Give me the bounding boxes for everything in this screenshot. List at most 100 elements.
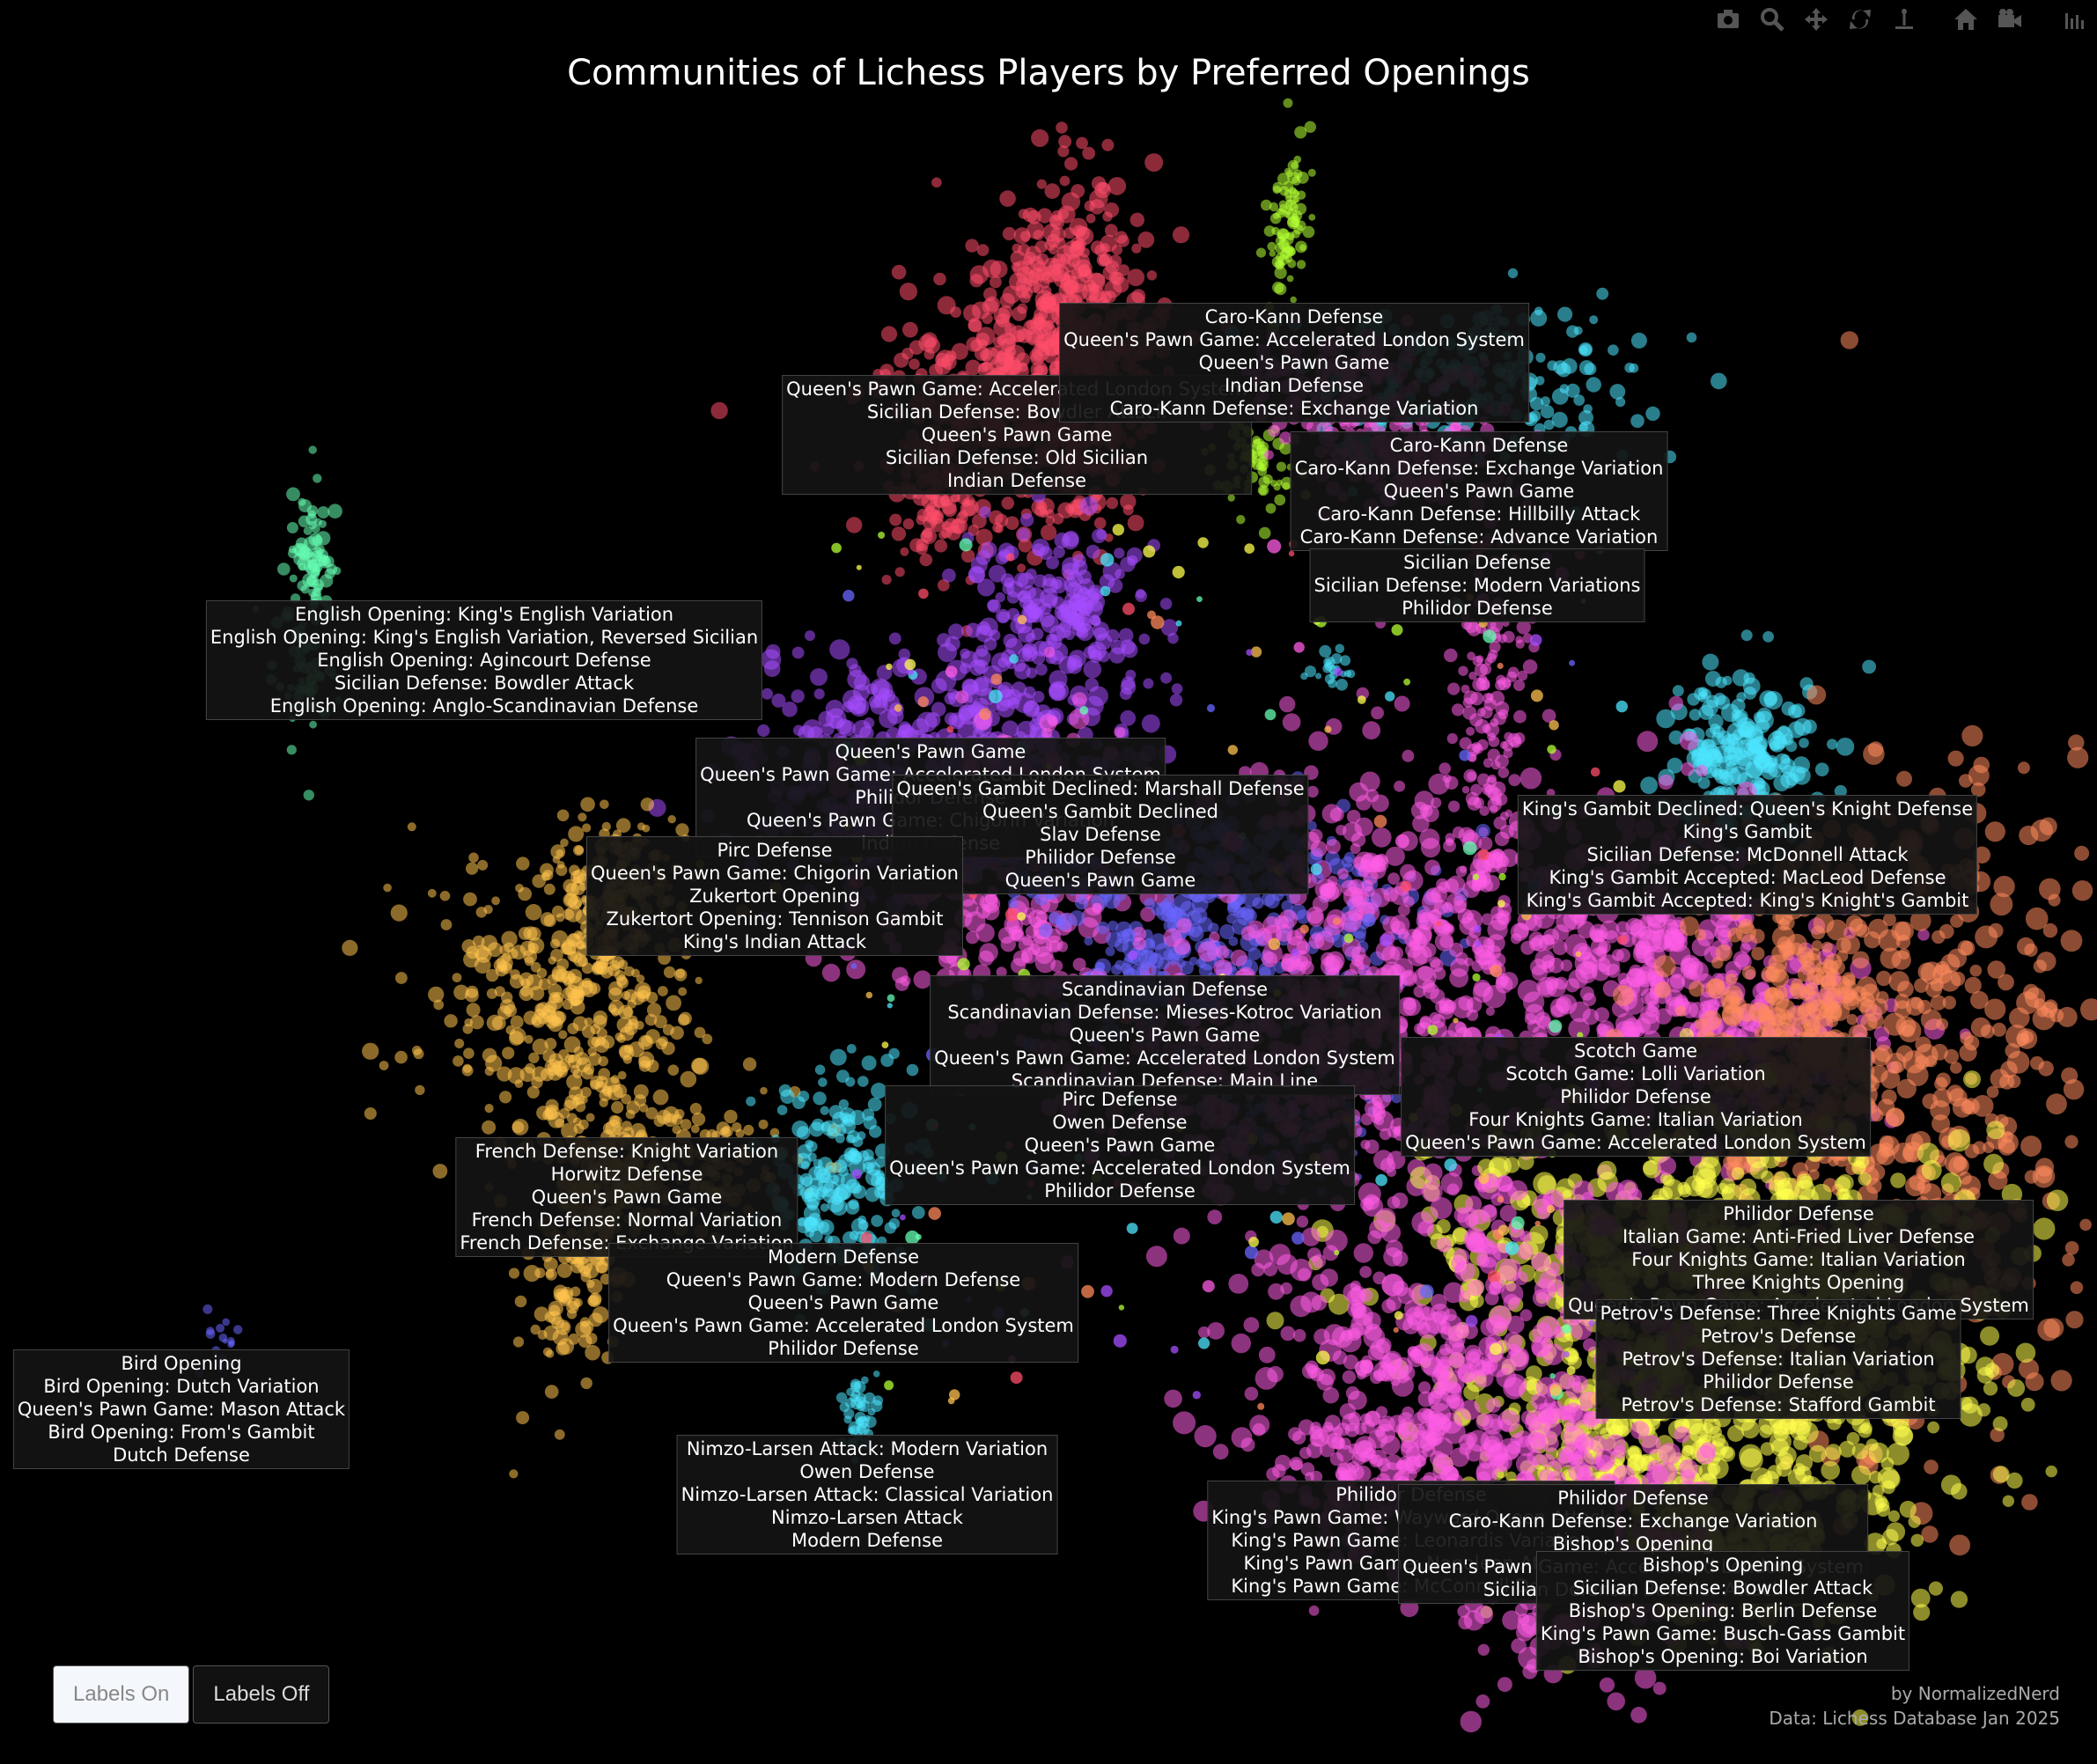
scatter-point xyxy=(889,513,902,526)
scatter-point xyxy=(1017,572,1034,590)
scatter-point xyxy=(317,506,330,519)
scatter-point xyxy=(760,649,782,670)
scatter-point xyxy=(757,724,770,738)
scatter-point xyxy=(829,639,850,660)
scatter-point xyxy=(1035,500,1045,511)
scatter-point xyxy=(951,342,968,360)
scatter-point xyxy=(1681,761,1695,776)
scatter-point xyxy=(1502,679,1512,688)
scatter-point xyxy=(846,959,866,980)
scatter-point xyxy=(315,554,327,567)
scatter-point xyxy=(1077,570,1092,584)
scatter-point xyxy=(1261,199,1272,211)
scatter-point xyxy=(1483,985,1506,1009)
scatter-point xyxy=(1517,670,1528,681)
scatter-point xyxy=(960,648,970,659)
scatter-point xyxy=(1104,224,1118,238)
scatter-point xyxy=(1578,345,1588,355)
scatter-point xyxy=(940,494,953,507)
scatter-point xyxy=(1402,996,1416,1011)
scatter-point xyxy=(2025,1372,2044,1392)
scatter-point xyxy=(1488,650,1498,660)
scatter-point xyxy=(1385,846,1405,866)
scatter-point xyxy=(1667,757,1683,774)
scatter-point xyxy=(1459,916,1478,936)
scatter-point xyxy=(1107,177,1127,195)
scatter-point xyxy=(1672,685,1684,697)
scatter-point xyxy=(813,688,825,700)
scatter-point xyxy=(1718,755,1732,769)
scatter-point xyxy=(990,276,1002,289)
scatter-point xyxy=(1645,406,1660,422)
scatter-point xyxy=(1379,1128,1392,1141)
scatter-point xyxy=(937,296,956,315)
scatter-point xyxy=(1740,629,1753,642)
scatter-point xyxy=(277,562,291,576)
scatter-point xyxy=(1463,690,1478,705)
scatter-point xyxy=(1482,724,1491,734)
scatter-point xyxy=(1337,868,1349,880)
scatter-point xyxy=(853,674,871,691)
scatter-point xyxy=(922,527,933,539)
scatter-point xyxy=(1466,726,1475,736)
scatter-point xyxy=(902,518,915,530)
scatter-point xyxy=(1071,240,1082,252)
scatter-point xyxy=(888,632,901,645)
scatter-point xyxy=(1513,922,1529,939)
scatter-point xyxy=(1348,905,1364,922)
scatter-point xyxy=(1814,762,1829,776)
scatter-point xyxy=(1586,377,1601,393)
scatter-point xyxy=(1444,648,1458,663)
scatter-point xyxy=(1503,748,1513,759)
scatter-point xyxy=(1530,959,1548,976)
scatter-point xyxy=(1346,809,1361,824)
scatter-point xyxy=(880,326,898,342)
scatter-point xyxy=(1267,241,1277,252)
scatter-point xyxy=(1077,627,1089,639)
scatter-point xyxy=(1129,212,1145,227)
scatter-point xyxy=(1468,672,1477,680)
scatter-point xyxy=(1285,199,1293,207)
scatter-point xyxy=(1748,728,1764,744)
scatter-point xyxy=(1085,544,1100,559)
scatter-point xyxy=(1274,494,1286,506)
scatter-point xyxy=(1702,653,1719,671)
scatter-point xyxy=(1416,909,1431,923)
scatter-point xyxy=(1059,175,1071,187)
scatter-point xyxy=(1062,556,1080,576)
scatter-point xyxy=(1036,179,1047,189)
scatter-point xyxy=(1003,633,1018,648)
scatter-point xyxy=(1463,768,1477,783)
scatter-point xyxy=(1083,660,1102,679)
scatter-point xyxy=(1116,234,1129,247)
scatter-point xyxy=(1467,796,1482,811)
scatter-point xyxy=(891,526,907,541)
scatter-point xyxy=(1596,287,1609,300)
scatter-point xyxy=(1742,677,1761,695)
scatter-point xyxy=(1964,976,1982,994)
scatter-point xyxy=(945,636,960,651)
scatter-point xyxy=(1137,232,1155,248)
scatter-point xyxy=(975,903,991,919)
scatter-point xyxy=(1111,964,1122,975)
scatter-point xyxy=(1009,325,1027,343)
scatter-point xyxy=(1793,717,1812,736)
scatter-point xyxy=(1699,753,1714,767)
scatter-point xyxy=(1308,731,1328,751)
scatter-point xyxy=(313,583,323,592)
scatter-point xyxy=(1282,713,1301,731)
scatter-point xyxy=(1017,563,1026,573)
scatter-point xyxy=(1108,271,1122,284)
scatter-point xyxy=(934,539,948,553)
scatter-point xyxy=(1704,671,1721,687)
scatter-point xyxy=(1547,360,1558,371)
scatter-point xyxy=(1446,875,1466,894)
scatter-point xyxy=(1287,247,1296,256)
scatter-point xyxy=(1490,717,1499,727)
scatter-point xyxy=(1209,931,1220,944)
scatter-point xyxy=(1270,480,1277,487)
scatter-point xyxy=(1274,283,1287,296)
scatter-point xyxy=(1289,187,1297,195)
scatter-point xyxy=(1163,928,1182,947)
scatter-point xyxy=(1446,892,1468,914)
